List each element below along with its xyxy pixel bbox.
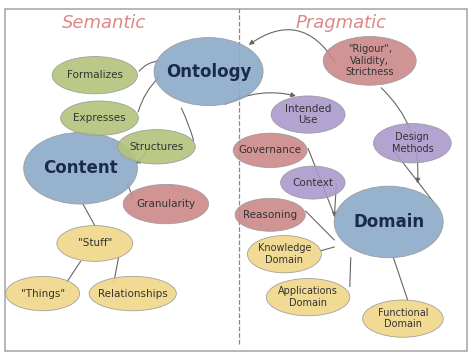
Ellipse shape (334, 186, 443, 258)
Text: Governance: Governance (239, 145, 301, 155)
Text: Reasoning: Reasoning (243, 210, 297, 220)
Text: "Things": "Things" (20, 289, 65, 299)
Text: Structures: Structures (129, 142, 183, 152)
Ellipse shape (118, 130, 195, 164)
Ellipse shape (247, 236, 321, 273)
Ellipse shape (235, 198, 305, 231)
Ellipse shape (89, 276, 176, 311)
Text: Applications
Domain: Applications Domain (278, 286, 338, 308)
Ellipse shape (281, 166, 345, 199)
Ellipse shape (266, 279, 350, 316)
Ellipse shape (363, 300, 443, 337)
Text: Granularity: Granularity (137, 199, 195, 209)
Text: Pragmatic: Pragmatic (296, 14, 387, 32)
Text: Expresses: Expresses (73, 113, 126, 123)
Text: Context: Context (292, 178, 333, 188)
Text: Functional
Domain: Functional Domain (378, 308, 428, 329)
Ellipse shape (57, 226, 133, 261)
Text: Design
Methods: Design Methods (392, 132, 433, 154)
Text: Ontology: Ontology (166, 63, 251, 81)
Text: "Stuff": "Stuff" (78, 238, 112, 248)
Ellipse shape (24, 132, 137, 204)
Ellipse shape (271, 96, 345, 133)
FancyBboxPatch shape (5, 9, 467, 351)
Ellipse shape (323, 37, 416, 85)
Text: Knowledge
Domain: Knowledge Domain (258, 243, 311, 265)
Text: Semantic: Semantic (62, 14, 146, 32)
Text: Domain: Domain (353, 213, 424, 231)
Ellipse shape (52, 57, 137, 94)
Ellipse shape (6, 276, 80, 311)
Text: Formalizes: Formalizes (67, 70, 123, 80)
Ellipse shape (61, 101, 138, 135)
Text: Relationships: Relationships (98, 289, 168, 299)
Ellipse shape (374, 124, 451, 163)
Ellipse shape (123, 184, 209, 224)
Ellipse shape (233, 133, 307, 168)
Text: Content: Content (43, 159, 118, 177)
Ellipse shape (154, 38, 263, 106)
Text: Intended
Use: Intended Use (285, 104, 331, 125)
Text: "Rigour",
Validity,
Strictness: "Rigour", Validity, Strictness (346, 44, 394, 77)
